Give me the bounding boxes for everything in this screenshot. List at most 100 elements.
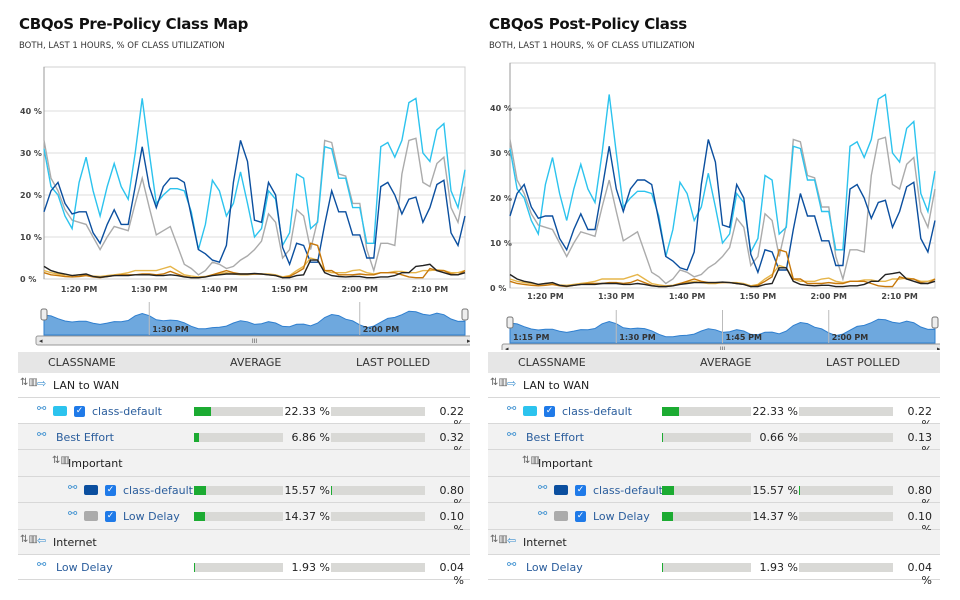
show-series-checkbox[interactable]: ✓ [105,511,116,522]
last-polled-value: 0.04 % [439,561,465,587]
navigator-right-handle[interactable] [461,308,469,321]
series-line-1[interactable] [509,93,936,257]
table-row[interactable]: ⚯ ✓ Low Delay 14.37 % 0.10 % [18,503,470,536]
average-value: 1.93 % [291,561,330,574]
series-line-2[interactable] [509,139,936,275]
class-map-icon[interactable]: ⚯ [37,401,47,415]
show-series-checkbox[interactable]: ✓ [544,405,555,417]
table-row[interactable]: ⚯ ✓ Low Delay 14.37 % 0.10 % [488,503,940,536]
group-label[interactable]: Important [68,457,123,470]
class-link[interactable]: Best Effort [56,430,114,444]
show-series-checkbox[interactable]: ✓ [575,511,586,522]
class-map-icon[interactable]: ⚯ [507,401,517,415]
line-chart[interactable]: 0 % 10 % 20 % 30 % 40 % 1:20 PM 1:30 PM 1:40 PM… [18,0,470,350]
series-line-5[interactable] [43,259,466,279]
class-link[interactable]: Low Delay [593,510,650,523]
line-chart[interactable]: 0 % 10 % 20 % 30 % 40 % 1:20 PM 1:30 PM 1:40 PM… [488,0,940,350]
navigator-left-handle[interactable] [506,316,514,329]
class-link[interactable]: class-default [593,483,663,497]
navigator-label: 2:00 PM [832,333,869,342]
y-tick-label: 30 % [490,149,512,158]
class-map-icon[interactable]: ⚯ [507,427,517,441]
header-classname[interactable]: CLASSNAME [48,356,116,369]
header-average[interactable]: AVERAGE [700,356,752,369]
group-label[interactable]: Internet [523,536,567,549]
header-last-polled[interactable]: LAST POLLED [826,356,901,369]
series-line-0[interactable] [43,137,466,276]
scroll-right-arrow-icon[interactable]: ▸ [467,337,470,345]
class-link[interactable]: Low Delay [56,561,113,574]
class-map-icon[interactable]: ⚯ [507,558,517,571]
class-link[interactable]: Best Effort [526,430,584,444]
last-polled-bar [331,485,425,495]
table-row[interactable]: ⇅▥ ⇨ LAN to WAN [488,373,940,398]
class-link[interactable]: class-default [562,404,632,418]
show-series-checkbox[interactable]: ✓ [575,484,586,496]
last-polled-bar [799,406,893,416]
table-row[interactable]: ⇅▥ ⇦ Internet [488,530,940,555]
series-line-0[interactable] [509,136,936,285]
direction-in-icon: ⇦ [507,534,517,547]
average-bar-fill [662,563,664,572]
group-label[interactable]: Important [538,457,593,470]
header-average[interactable]: AVERAGE [230,356,282,369]
scroll-grip[interactable]: III [720,346,726,350]
group-label[interactable]: Internet [53,536,97,549]
table-row[interactable]: ⇅▥ ⇦ Internet [18,530,470,555]
color-swatch [84,484,98,495]
class-map-icon[interactable]: ⚯ [68,480,78,494]
scrollbar[interactable] [501,343,940,350]
header-classname[interactable]: CLASSNAME [518,356,586,369]
last-polled-bar [799,512,893,521]
series-line-1[interactable] [43,97,466,250]
class-link[interactable]: Low Delay [123,510,180,523]
group-label[interactable]: LAN to WAN [53,379,120,392]
class-link[interactable]: Low Delay [526,561,583,574]
interface-icon: ⇅▥ [20,534,38,545]
y-tick-label: 40 % [490,104,512,113]
color-swatch [554,511,568,521]
group-label[interactable]: LAN to WAN [523,379,590,392]
scroll-right-arrow-icon[interactable]: ▸ [937,345,940,350]
class-link[interactable]: class-default [92,404,162,418]
y-tick-label: 20 % [490,194,512,203]
navigator-label: 1:30 PM [619,333,656,342]
header-last-polled[interactable]: LAST POLLED [356,356,431,369]
show-series-checkbox[interactable]: ✓ [74,405,85,417]
navigator-left-handle[interactable] [40,308,48,321]
table-row[interactable]: ⇅▥ Important [18,450,470,477]
class-map-icon[interactable]: ⚯ [538,507,548,520]
class-map-icon[interactable]: ⚯ [37,558,47,571]
average-value: 22.33 % [284,404,330,418]
class-map-icon[interactable]: ⚯ [68,507,78,520]
average-bar [662,485,751,495]
x-tick-label: 1:40 PM [201,285,238,294]
table-row[interactable]: ⇅▥ Important [488,450,940,477]
average-bar [662,406,751,416]
table-row[interactable]: ⇅▥ ⇨ LAN to WAN [18,373,470,398]
class-map-icon[interactable]: ⚯ [37,427,47,441]
last-polled-bar [799,432,893,442]
scrollbar[interactable] [35,335,470,346]
series-line-5[interactable] [509,267,936,288]
table-row[interactable]: ⚯ Low Delay 1.93 % 0.04 % [488,555,940,587]
scroll-left-arrow-icon[interactable]: ◂ [505,345,509,350]
class-map-icon[interactable]: ⚯ [538,480,548,494]
direction-out-icon: ⇨ [37,377,47,390]
table-row[interactable]: ⚯ Low Delay 1.93 % 0.04 % [18,555,470,587]
scroll-left-arrow-icon[interactable]: ◂ [39,337,43,345]
average-bar [194,406,283,416]
color-swatch [84,511,98,521]
series-line-2[interactable] [43,140,466,267]
scroll-grip[interactable]: III [252,338,258,345]
navigator-right-handle[interactable] [931,316,939,329]
x-tick-label: 1:50 PM [740,292,777,301]
show-series-checkbox[interactable]: ✓ [105,484,116,496]
class-link[interactable]: class-default [123,483,193,497]
